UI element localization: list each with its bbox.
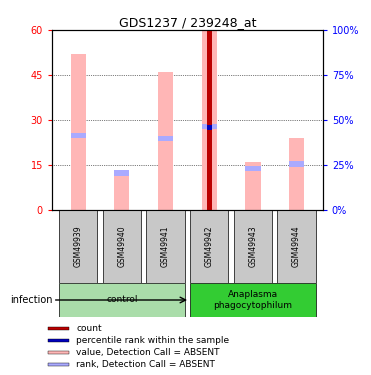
Text: GSM49941: GSM49941 — [161, 226, 170, 267]
Text: GSM49942: GSM49942 — [205, 226, 214, 267]
Bar — [190, 283, 316, 317]
Bar — [158, 136, 173, 141]
Text: count: count — [76, 324, 102, 333]
Text: GSM49939: GSM49939 — [74, 226, 83, 267]
Bar — [146, 210, 185, 283]
Bar — [48, 351, 69, 354]
Bar — [190, 210, 229, 283]
Text: GSM49940: GSM49940 — [117, 226, 127, 267]
Bar — [245, 166, 260, 171]
Text: GSM49943: GSM49943 — [248, 226, 257, 267]
Text: value, Detection Call = ABSENT: value, Detection Call = ABSENT — [76, 348, 220, 357]
Bar — [234, 210, 272, 283]
Bar — [201, 124, 217, 129]
Bar — [114, 170, 129, 176]
Text: percentile rank within the sample: percentile rank within the sample — [76, 336, 229, 345]
Text: rank, Detection Call = ABSENT: rank, Detection Call = ABSENT — [76, 360, 215, 369]
Bar — [48, 363, 69, 366]
Bar — [70, 54, 86, 210]
Bar — [289, 138, 304, 210]
Bar — [207, 125, 212, 130]
Text: control: control — [106, 296, 138, 304]
Bar — [245, 162, 260, 210]
Bar — [207, 30, 212, 210]
Text: infection: infection — [10, 295, 52, 305]
Text: GSM49944: GSM49944 — [292, 226, 301, 267]
Bar — [59, 283, 185, 317]
Bar — [48, 327, 69, 330]
Bar — [114, 170, 129, 210]
Text: Anaplasma
phagocytophilum: Anaplasma phagocytophilum — [213, 290, 292, 310]
Title: GDS1237 / 239248_at: GDS1237 / 239248_at — [119, 16, 256, 29]
Bar — [70, 133, 86, 138]
Bar — [59, 210, 97, 283]
Bar — [289, 161, 304, 166]
Bar — [278, 210, 316, 283]
Bar — [158, 72, 173, 210]
Bar — [48, 339, 69, 342]
Bar — [103, 210, 141, 283]
Bar — [201, 30, 217, 210]
